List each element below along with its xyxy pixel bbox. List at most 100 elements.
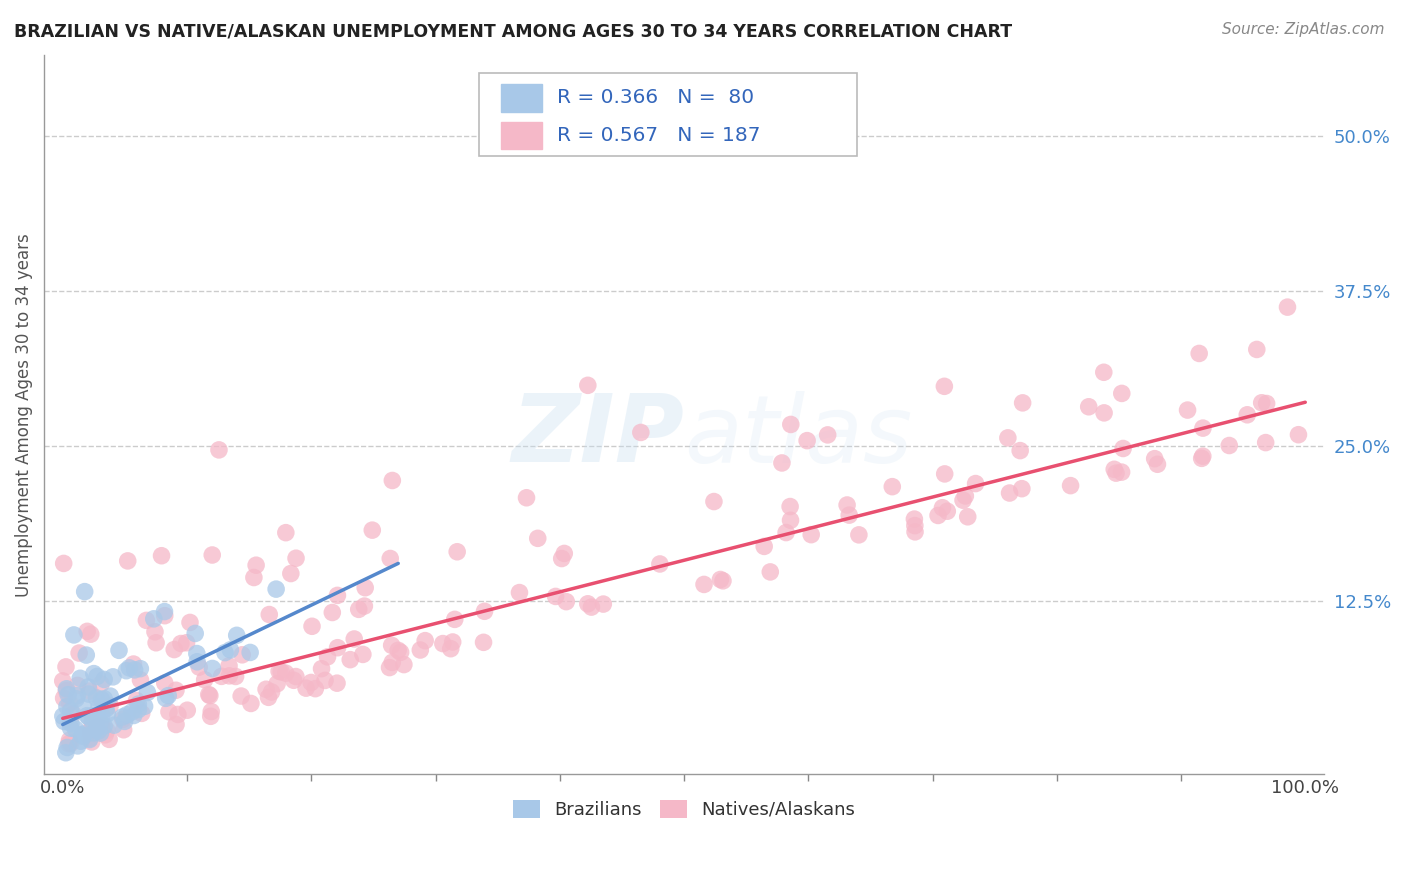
Point	[260, 685, 283, 699]
Point	[754, 540, 776, 554]
Point	[77, 687, 100, 701]
Point	[214, 646, 236, 660]
Point	[55, 660, 77, 674]
Point	[86, 722, 108, 736]
Point	[82, 708, 104, 723]
Point	[259, 607, 281, 622]
Point	[59, 716, 82, 731]
Point	[1246, 343, 1268, 357]
Point	[186, 655, 208, 669]
Point	[380, 551, 402, 566]
Point	[1077, 400, 1099, 414]
Point	[131, 706, 153, 721]
Point	[779, 513, 801, 527]
Point	[800, 527, 823, 541]
Point	[321, 606, 343, 620]
Point	[1256, 396, 1278, 410]
Point	[285, 551, 308, 566]
Point	[1102, 462, 1125, 476]
Bar	[501, 122, 541, 149]
Point	[316, 649, 339, 664]
Point	[82, 714, 104, 728]
Point	[65, 691, 87, 706]
Point	[965, 476, 987, 491]
Point	[693, 577, 716, 591]
Point	[197, 688, 219, 702]
Point	[1010, 443, 1032, 458]
Text: ZIP: ZIP	[512, 390, 683, 483]
Point	[225, 628, 247, 642]
Point	[134, 699, 156, 714]
Point	[80, 735, 103, 749]
Point	[69, 734, 91, 748]
Point	[779, 500, 801, 514]
Point	[1092, 365, 1115, 379]
Point	[125, 693, 148, 707]
Point	[176, 703, 198, 717]
Point	[592, 597, 614, 611]
Point	[389, 645, 412, 659]
Point	[1111, 386, 1133, 401]
Point	[69, 671, 91, 685]
Point	[770, 456, 793, 470]
Point	[127, 697, 149, 711]
Point	[274, 666, 297, 681]
Point	[280, 566, 302, 581]
Point	[1111, 465, 1133, 479]
Point	[508, 585, 530, 599]
Point	[378, 660, 401, 674]
Point	[254, 682, 277, 697]
Point	[1250, 396, 1272, 410]
Point	[1236, 408, 1258, 422]
Point	[1092, 406, 1115, 420]
Point	[72, 727, 94, 741]
Point	[114, 714, 136, 729]
Point	[413, 633, 436, 648]
Point	[108, 643, 131, 657]
Point	[208, 442, 231, 457]
Point	[73, 584, 96, 599]
Point	[89, 715, 111, 730]
Point	[70, 728, 93, 742]
Point	[90, 708, 112, 723]
Point	[472, 635, 495, 649]
Point	[314, 673, 336, 688]
Point	[129, 662, 152, 676]
Point	[90, 677, 112, 691]
Point	[239, 645, 262, 659]
Point	[1143, 451, 1166, 466]
Point	[515, 491, 537, 505]
Point	[1011, 396, 1033, 410]
Point	[118, 661, 141, 675]
Point	[101, 670, 124, 684]
Point	[264, 582, 287, 596]
Point	[381, 656, 404, 670]
Point	[157, 705, 180, 719]
Point	[186, 647, 208, 661]
Point	[52, 691, 75, 706]
Point	[576, 597, 599, 611]
Point	[353, 599, 375, 613]
Text: BRAZILIAN VS NATIVE/ALASKAN UNEMPLOYMENT AMONG AGES 30 TO 34 YEARS CORRELATION C: BRAZILIAN VS NATIVE/ALASKAN UNEMPLOYMENT…	[14, 22, 1012, 40]
Point	[759, 565, 782, 579]
Point	[170, 636, 193, 650]
Point	[55, 683, 77, 698]
Point	[72, 700, 94, 714]
Point	[59, 721, 82, 735]
Point	[1112, 442, 1135, 456]
Point	[98, 689, 121, 703]
Point	[284, 670, 307, 684]
Point	[76, 624, 98, 639]
Point	[225, 669, 247, 683]
Point	[56, 740, 79, 755]
Point	[84, 722, 107, 736]
Point	[145, 636, 167, 650]
Point	[301, 619, 323, 633]
Point	[882, 480, 904, 494]
Point	[122, 708, 145, 723]
Point	[218, 669, 240, 683]
Point	[72, 729, 94, 743]
Point	[326, 588, 349, 602]
Point	[581, 600, 603, 615]
Point	[775, 525, 797, 540]
